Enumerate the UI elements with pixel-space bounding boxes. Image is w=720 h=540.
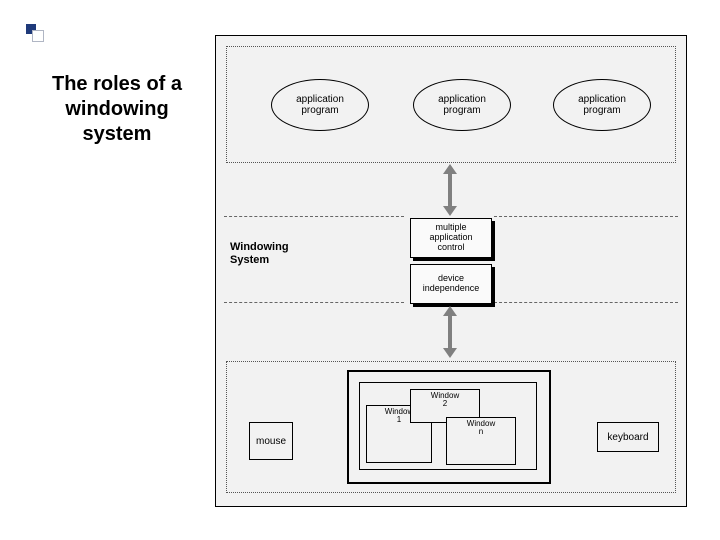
- devices-panel: mouse keyboard Window1 Window2 Windown: [226, 361, 676, 493]
- app-ellipse-3: applicationprogram: [553, 79, 651, 131]
- box-device-independence: deviceindependence: [410, 264, 492, 304]
- diagram-frame: applicationprogram applicationprogram ap…: [215, 35, 687, 507]
- dash-line-upper-left: [224, 216, 404, 217]
- applications-panel: applicationprogram applicationprogram ap…: [226, 46, 676, 163]
- title-bullet-icon: [26, 24, 40, 38]
- app-ellipse-1: applicationprogram: [271, 79, 369, 131]
- app-ellipse-2: applicationprogram: [413, 79, 511, 131]
- screen-inner: Window1 Window2 Windown: [359, 382, 537, 470]
- box-multiple-app-control: multipleapplicationcontrol: [410, 218, 492, 258]
- dash-line-lower-right: [494, 302, 678, 303]
- arrow-apps-to-ws: [445, 164, 455, 216]
- window-n: Windown: [446, 417, 516, 465]
- slide: The roles of a windowing system applicat…: [0, 0, 720, 540]
- keyboard-box: keyboard: [597, 422, 659, 452]
- arrow-ws-to-devices: [445, 306, 455, 358]
- windowing-system-label: WindowingSystem: [230, 241, 320, 267]
- mouse-box: mouse: [249, 422, 293, 460]
- screen-outer: Window1 Window2 Windown: [347, 370, 551, 484]
- dash-line-upper-right: [494, 216, 678, 217]
- slide-title: The roles of a windowing system: [32, 72, 202, 147]
- dash-line-lower-left: [224, 302, 404, 303]
